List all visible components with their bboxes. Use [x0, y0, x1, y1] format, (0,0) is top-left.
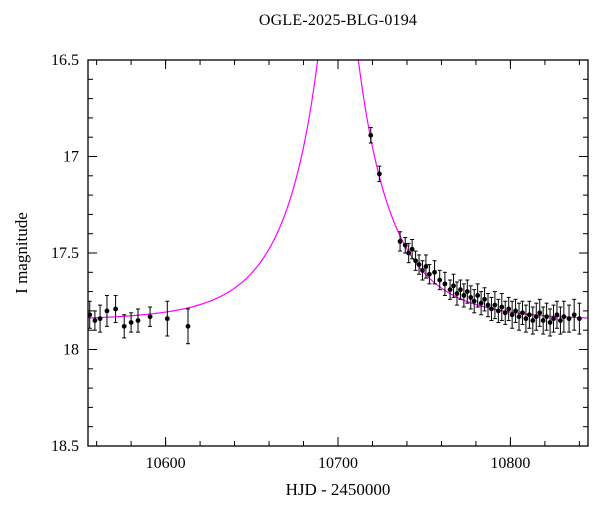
svg-text:17: 17: [63, 149, 79, 166]
svg-text:10800: 10800: [490, 455, 530, 472]
svg-text:18.5: 18.5: [51, 438, 79, 455]
svg-text:18: 18: [63, 342, 79, 359]
model-curve: [88, 60, 588, 319]
svg-text:10600: 10600: [146, 455, 186, 472]
y-tick-labels: 16.5 17 17.5 18 18.5: [51, 52, 79, 455]
chart-title: OGLE-2025-BLG-0194: [258, 12, 418, 29]
axis-ticks: [88, 59, 588, 447]
data-points: [88, 127, 582, 345]
svg-text:17.5: 17.5: [51, 245, 79, 262]
svg-text:16.5: 16.5: [51, 52, 79, 69]
x-axis-label: HJD - 2450000: [285, 480, 391, 499]
plot-frame: [87, 59, 589, 447]
x-tick-labels: 10600 10700 10800: [146, 455, 531, 472]
svg-text:10700: 10700: [318, 455, 358, 472]
